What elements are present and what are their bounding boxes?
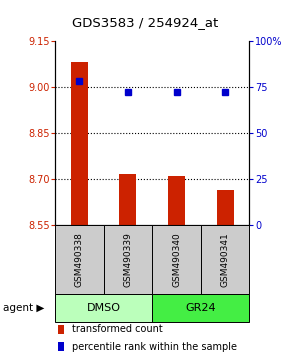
Text: GDS3583 / 254924_at: GDS3583 / 254924_at <box>72 16 218 29</box>
Text: GSM490339: GSM490339 <box>124 232 133 287</box>
Text: GSM490338: GSM490338 <box>75 232 84 287</box>
Bar <box>58 342 64 352</box>
Text: GSM490340: GSM490340 <box>172 232 181 287</box>
Bar <box>55 294 152 322</box>
Bar <box>58 325 64 334</box>
Text: GSM490341: GSM490341 <box>221 232 230 287</box>
Bar <box>201 225 249 294</box>
Bar <box>217 190 234 225</box>
Text: transformed count: transformed count <box>72 325 162 335</box>
Bar <box>152 294 249 322</box>
Bar <box>168 176 185 225</box>
Text: percentile rank within the sample: percentile rank within the sample <box>72 342 237 352</box>
Bar <box>55 225 104 294</box>
Bar <box>71 62 88 225</box>
Text: DMSO: DMSO <box>87 303 121 313</box>
Bar <box>119 174 137 225</box>
Bar <box>152 225 201 294</box>
Bar <box>104 225 152 294</box>
Text: GR24: GR24 <box>186 303 216 313</box>
Text: agent ▶: agent ▶ <box>3 303 44 313</box>
